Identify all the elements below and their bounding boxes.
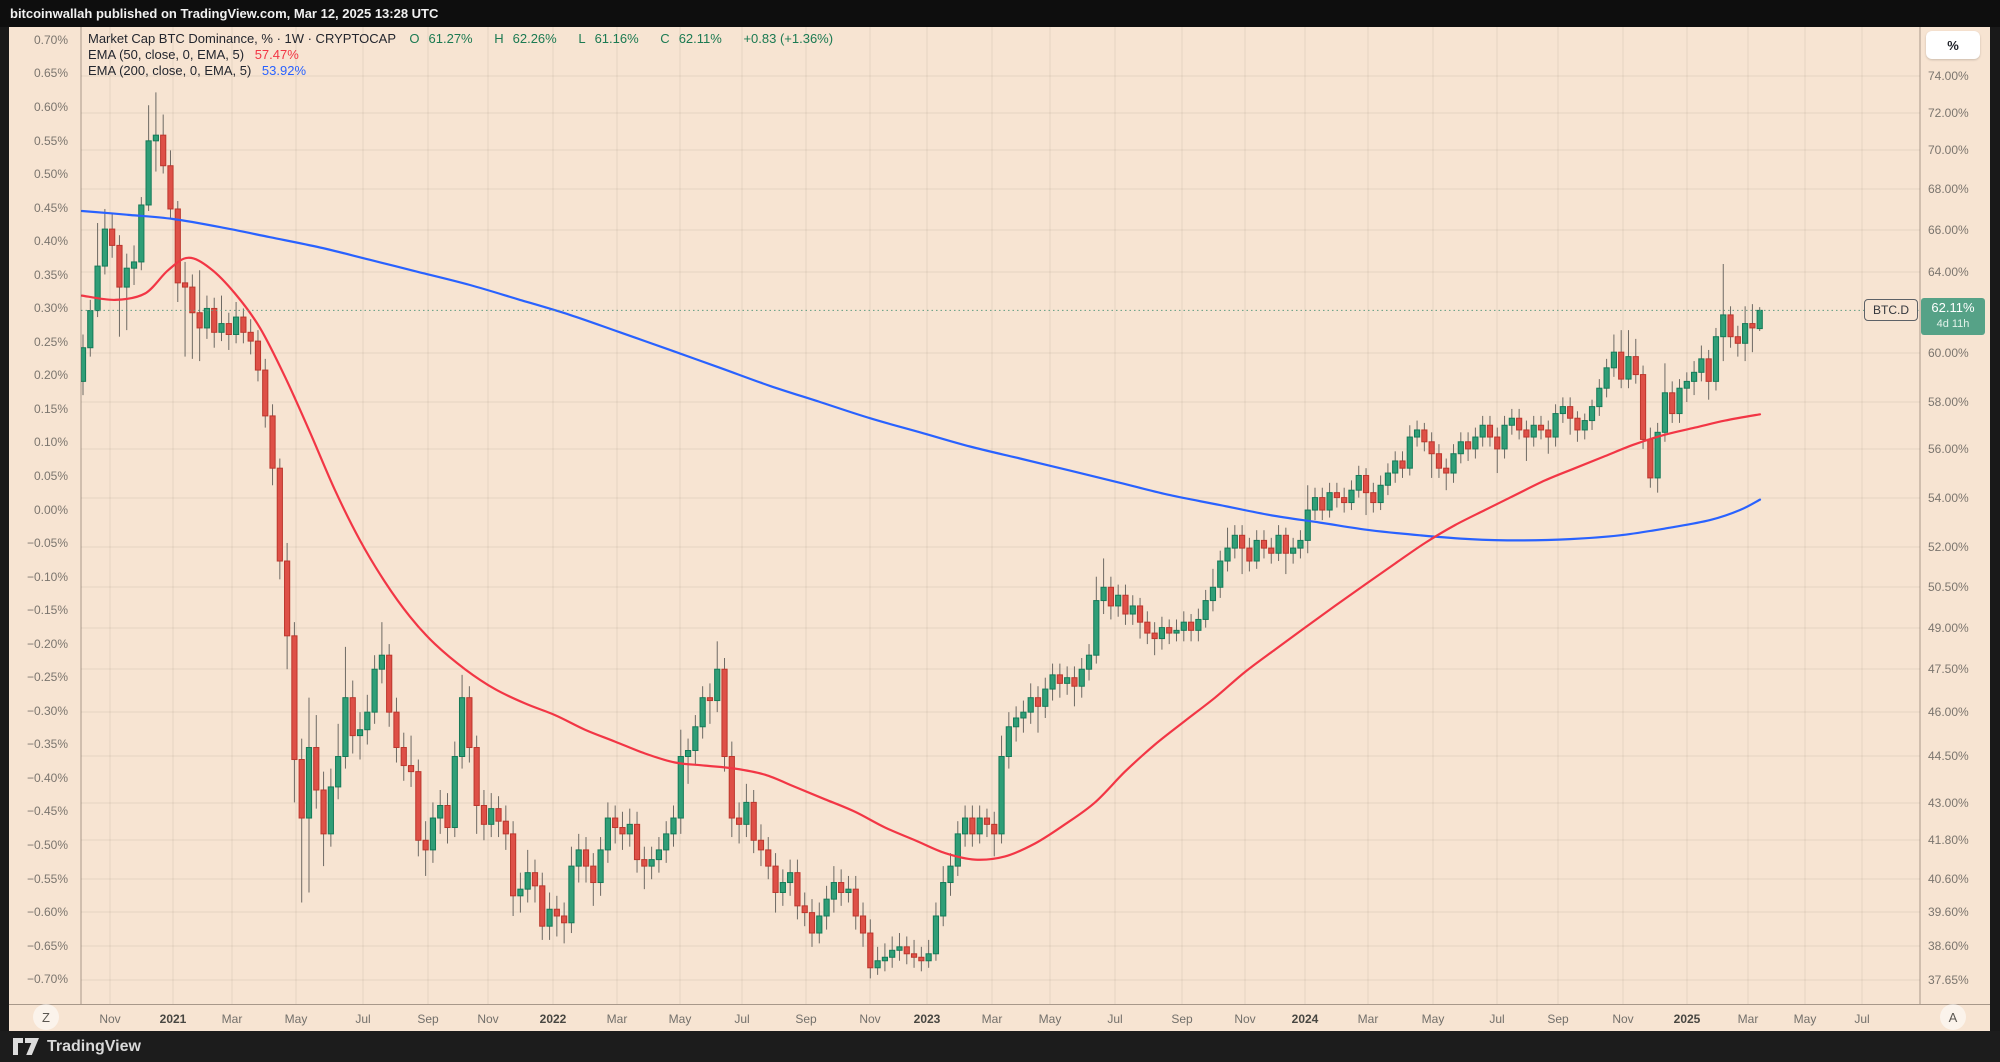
symbol-tag: BTC.D [1864,299,1918,321]
ema200-label: EMA (200, close, 0, EMA, 5) [88,63,252,78]
last-price-badge: 62.11% 4d 11h [1921,298,1985,335]
legend-ema200-row: EMA (200, close, 0, EMA, 5) 53.92% [88,63,842,79]
bar-countdown: 4d 11h [1936,318,1970,330]
timezone-button[interactable]: Z [33,1004,59,1030]
chart-legend: Market Cap BTC Dominance, % · 1W · CRYPT… [88,31,842,79]
legend-symbol-row: Market Cap BTC Dominance, % · 1W · CRYPT… [88,31,842,47]
attribution-text: bitcoinwallah published on TradingView.c… [10,6,439,21]
footer-bar: TradingView [0,1031,2000,1062]
close-value: C 62.11% [660,31,722,46]
brand-name: TradingView [47,1037,141,1055]
open-value: O 61.27% [409,31,473,46]
ema50-value: 57.47% [254,47,299,62]
change-value: +0.83 (+1.36%) [743,31,834,46]
tradingview-logo-icon [13,1038,39,1055]
high-value: H 62.26% [494,31,557,46]
attribution-bar: bitcoinwallah published on TradingView.c… [0,0,2000,27]
percent-scale-button[interactable]: % [1926,31,1980,59]
ema50-label: EMA (50, close, 0, EMA, 5) [88,47,245,62]
ohlc-values: O 61.27% H 62.26% L 61.16% C 62.11% +0.83 (+… [409,31,842,46]
auto-scale-button[interactable]: A [1940,1004,1966,1030]
ema200-value: 53.92% [261,63,307,78]
last-price-value: 62.11% [1931,300,1975,315]
symbol-title: Market Cap BTC Dominance, % · 1W · CRYPT… [88,31,396,46]
low-value: L 61.16% [578,31,639,46]
legend-ema50-row: EMA (50, close, 0, EMA, 5) 57.47% [88,47,842,63]
